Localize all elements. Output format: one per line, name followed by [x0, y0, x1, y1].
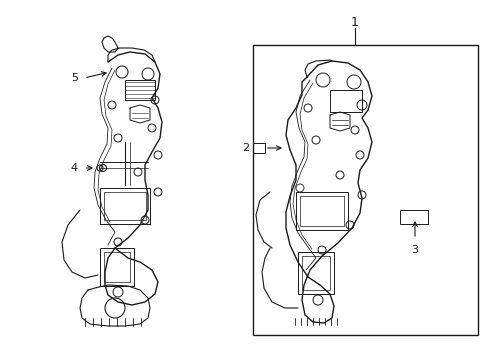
Bar — [104, 252, 130, 282]
Bar — [302, 256, 330, 290]
Bar — [100, 188, 150, 224]
Bar — [253, 45, 478, 335]
Bar — [298, 252, 334, 294]
Text: 4: 4 — [71, 163, 78, 173]
Bar — [125, 80, 155, 100]
Text: 1: 1 — [351, 15, 359, 28]
Text: 2: 2 — [242, 143, 249, 153]
Bar — [104, 192, 146, 220]
Bar — [400, 210, 428, 224]
Bar — [300, 196, 344, 226]
Bar — [330, 90, 362, 112]
Bar — [253, 143, 265, 153]
Text: 5: 5 — [71, 73, 78, 83]
Bar — [100, 248, 134, 286]
Bar — [296, 192, 348, 230]
Text: 3: 3 — [412, 245, 418, 255]
